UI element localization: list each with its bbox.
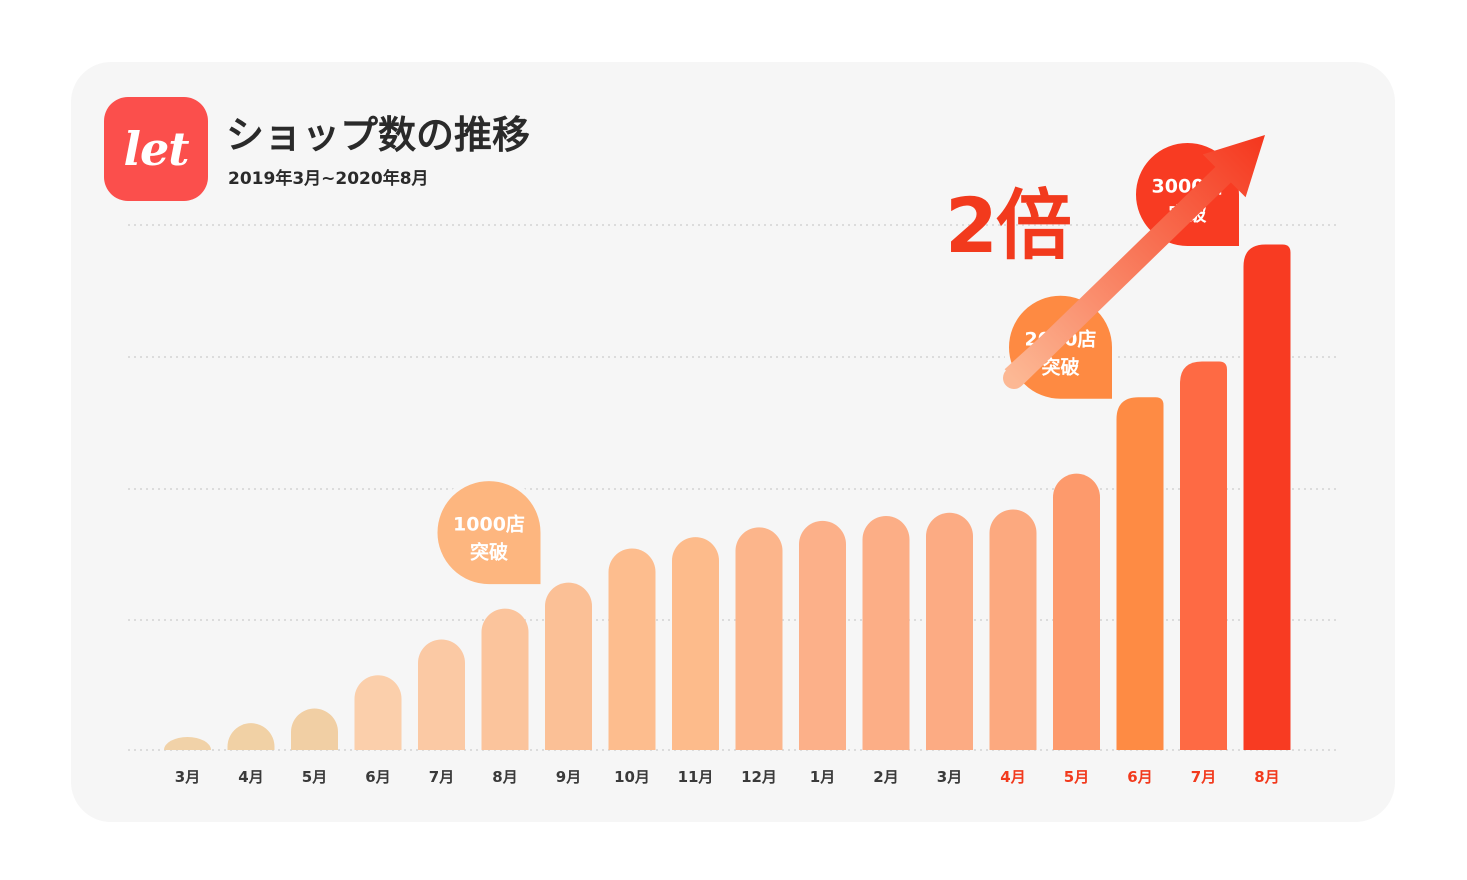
x-tick-label: 4月 xyxy=(1000,768,1025,786)
callout-subtext: 突破 xyxy=(470,541,508,564)
bar xyxy=(1243,244,1291,750)
x-tick-label: 10月 xyxy=(614,768,650,786)
x-tick-label: 7月 xyxy=(429,768,454,786)
let-logo: let xyxy=(104,97,208,201)
bar xyxy=(1053,473,1100,750)
x-tick-label: 3月 xyxy=(175,768,200,786)
milestone-callouts: 1000店突破2000店突破3000店突破 xyxy=(432,138,1244,590)
x-tick-label: 12月 xyxy=(741,768,777,786)
x-tick-label: 8月 xyxy=(1254,768,1279,786)
bar xyxy=(545,582,592,750)
chart-title: ショップ数の推移 xyxy=(226,113,531,157)
x-tick-label: 8月 xyxy=(492,768,517,786)
x-tick-label: 5月 xyxy=(1064,768,1089,786)
bar xyxy=(862,515,910,750)
bar xyxy=(735,527,783,750)
x-tick-label: 7月 xyxy=(1191,768,1216,786)
bar xyxy=(608,548,656,750)
x-tick-label: 1月 xyxy=(810,768,835,786)
x-axis-labels: 3月 4月 5月 6月 7月 8月 9月 10月 11月 12月 1月 2月 3月 4月 5月 6月 7月 8月 xyxy=(175,768,1280,786)
bar xyxy=(672,537,719,750)
bar xyxy=(1116,397,1164,750)
x-tick-label: 9月 xyxy=(556,768,581,786)
x-tick-label: 4月 xyxy=(238,768,263,786)
bar xyxy=(291,708,338,750)
bars xyxy=(164,244,1291,750)
headline-2x: 2倍 xyxy=(945,181,1072,270)
bar xyxy=(799,520,846,750)
x-tick-label: 11月 xyxy=(678,768,714,786)
growth-arrow-icon xyxy=(1003,135,1265,389)
x-tick-label: 2月 xyxy=(873,768,898,786)
x-tick-label: 6月 xyxy=(1127,768,1152,786)
bar xyxy=(989,509,1037,750)
x-tick-label: 5月 xyxy=(302,768,327,786)
x-tick-label: 6月 xyxy=(365,768,390,786)
callout-subtext: 突破 xyxy=(1041,355,1079,378)
bar xyxy=(164,736,211,750)
bar xyxy=(1180,361,1227,750)
bar xyxy=(926,512,973,750)
callout-text: 1000店 xyxy=(453,513,525,536)
bar xyxy=(418,639,465,750)
x-tick-label: 3月 xyxy=(937,768,962,786)
chart-subtitle: 2019年3月~2020年8月 xyxy=(228,169,429,189)
bar xyxy=(227,723,275,750)
bar xyxy=(354,675,402,750)
bar xyxy=(481,608,529,750)
logo-text: let xyxy=(123,122,190,176)
callout-bubble xyxy=(432,476,546,590)
